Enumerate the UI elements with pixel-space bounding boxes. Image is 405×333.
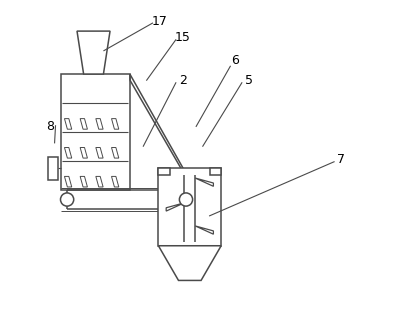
Polygon shape [77,31,110,74]
Text: 5: 5 [245,74,253,87]
Text: 15: 15 [175,31,191,44]
Polygon shape [64,119,72,129]
Text: 2: 2 [179,74,187,87]
Circle shape [60,193,74,206]
Polygon shape [64,148,72,158]
Polygon shape [111,119,119,129]
Bar [60,74,130,189]
Text: 17: 17 [151,15,168,28]
Polygon shape [158,246,221,280]
Polygon shape [111,176,119,187]
Bar [158,168,221,246]
Polygon shape [80,148,87,158]
Polygon shape [195,178,213,186]
Bar [210,168,221,175]
Polygon shape [96,176,103,187]
Polygon shape [80,119,87,129]
Circle shape [179,193,193,206]
Polygon shape [195,226,213,234]
Polygon shape [64,176,72,187]
Polygon shape [96,119,103,129]
Polygon shape [111,148,119,158]
Polygon shape [166,203,184,211]
Text: 6: 6 [232,54,239,67]
Polygon shape [80,176,87,187]
Bar [158,168,170,175]
Text: 7: 7 [337,154,345,166]
Text: 8: 8 [47,120,55,134]
Bar [48,157,58,180]
Polygon shape [96,148,103,158]
